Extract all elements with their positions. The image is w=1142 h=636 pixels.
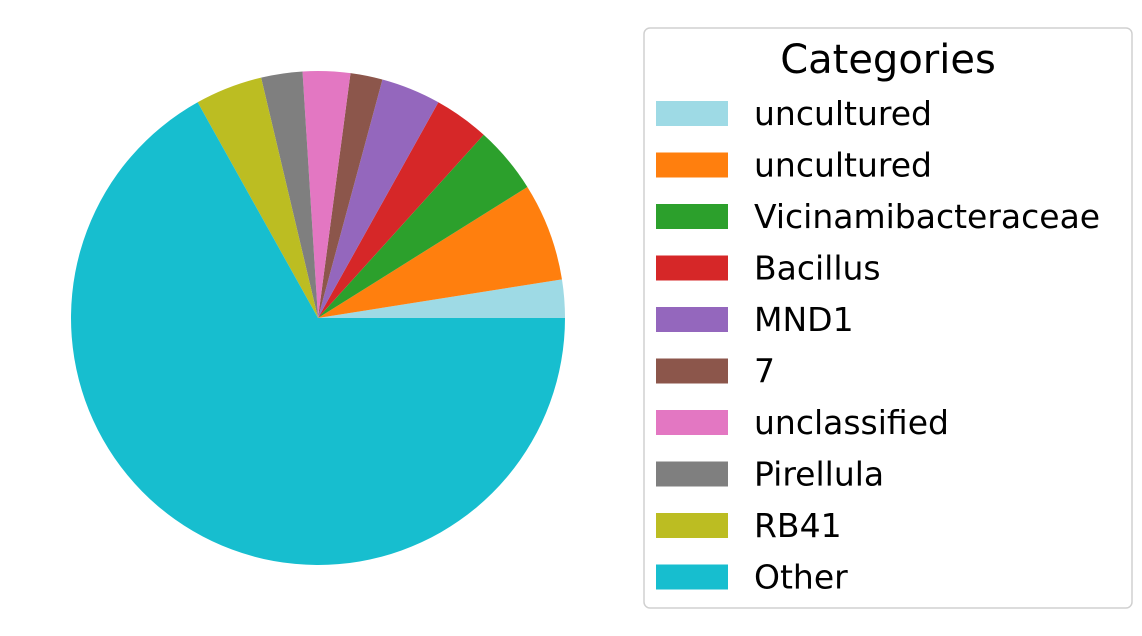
legend-swatch-9 <box>656 564 728 590</box>
legend-swatch-1 <box>656 152 728 178</box>
legend-label-8: RB41 <box>754 506 842 545</box>
pie-slice-9 <box>70 102 566 566</box>
legend-label-6: unclassified <box>754 403 949 442</box>
pie-slice-3 <box>318 102 484 319</box>
pie-slices <box>70 71 566 566</box>
legend-label-4: MND1 <box>754 300 854 339</box>
pie-slice-7 <box>261 71 318 318</box>
legend-swatch-5 <box>656 358 728 384</box>
pie-slice-2 <box>318 134 528 318</box>
legend-label-7: Pirellula <box>754 455 884 494</box>
pie-slice-6 <box>302 71 351 318</box>
pie-slice-4 <box>318 79 439 318</box>
legend-swatch-4 <box>656 307 728 332</box>
pie-slice-1 <box>318 186 562 318</box>
legend-label-2: Vicinamibacteraceae <box>754 197 1100 236</box>
legend-swatch-6 <box>656 410 728 435</box>
legend-entries: uncultured uncultured Vicinamibacteraceae B… <box>656 94 1100 597</box>
pie-slice-0 <box>318 279 565 318</box>
pie-slice-5 <box>318 73 383 318</box>
legend-title: Categories <box>780 37 996 83</box>
pie-slice-8 <box>197 77 318 318</box>
legend-label-9: Other <box>754 558 848 597</box>
legend-swatch-0 <box>656 101 728 126</box>
legend-swatch-7 <box>656 461 728 487</box>
legend-label-1: uncultured <box>754 146 932 185</box>
legend: Categories uncultured uncultured Vicinamib… <box>643 27 1133 609</box>
legend-label-5: 7 <box>754 352 775 391</box>
legend-label-0: uncultured <box>754 94 932 133</box>
legend-frame <box>643 27 1133 609</box>
legend-swatch-2 <box>656 204 728 229</box>
legend-label-3: Bacillus <box>754 249 881 288</box>
legend-swatch-3 <box>656 255 728 281</box>
legend-swatch-8 <box>656 513 728 538</box>
